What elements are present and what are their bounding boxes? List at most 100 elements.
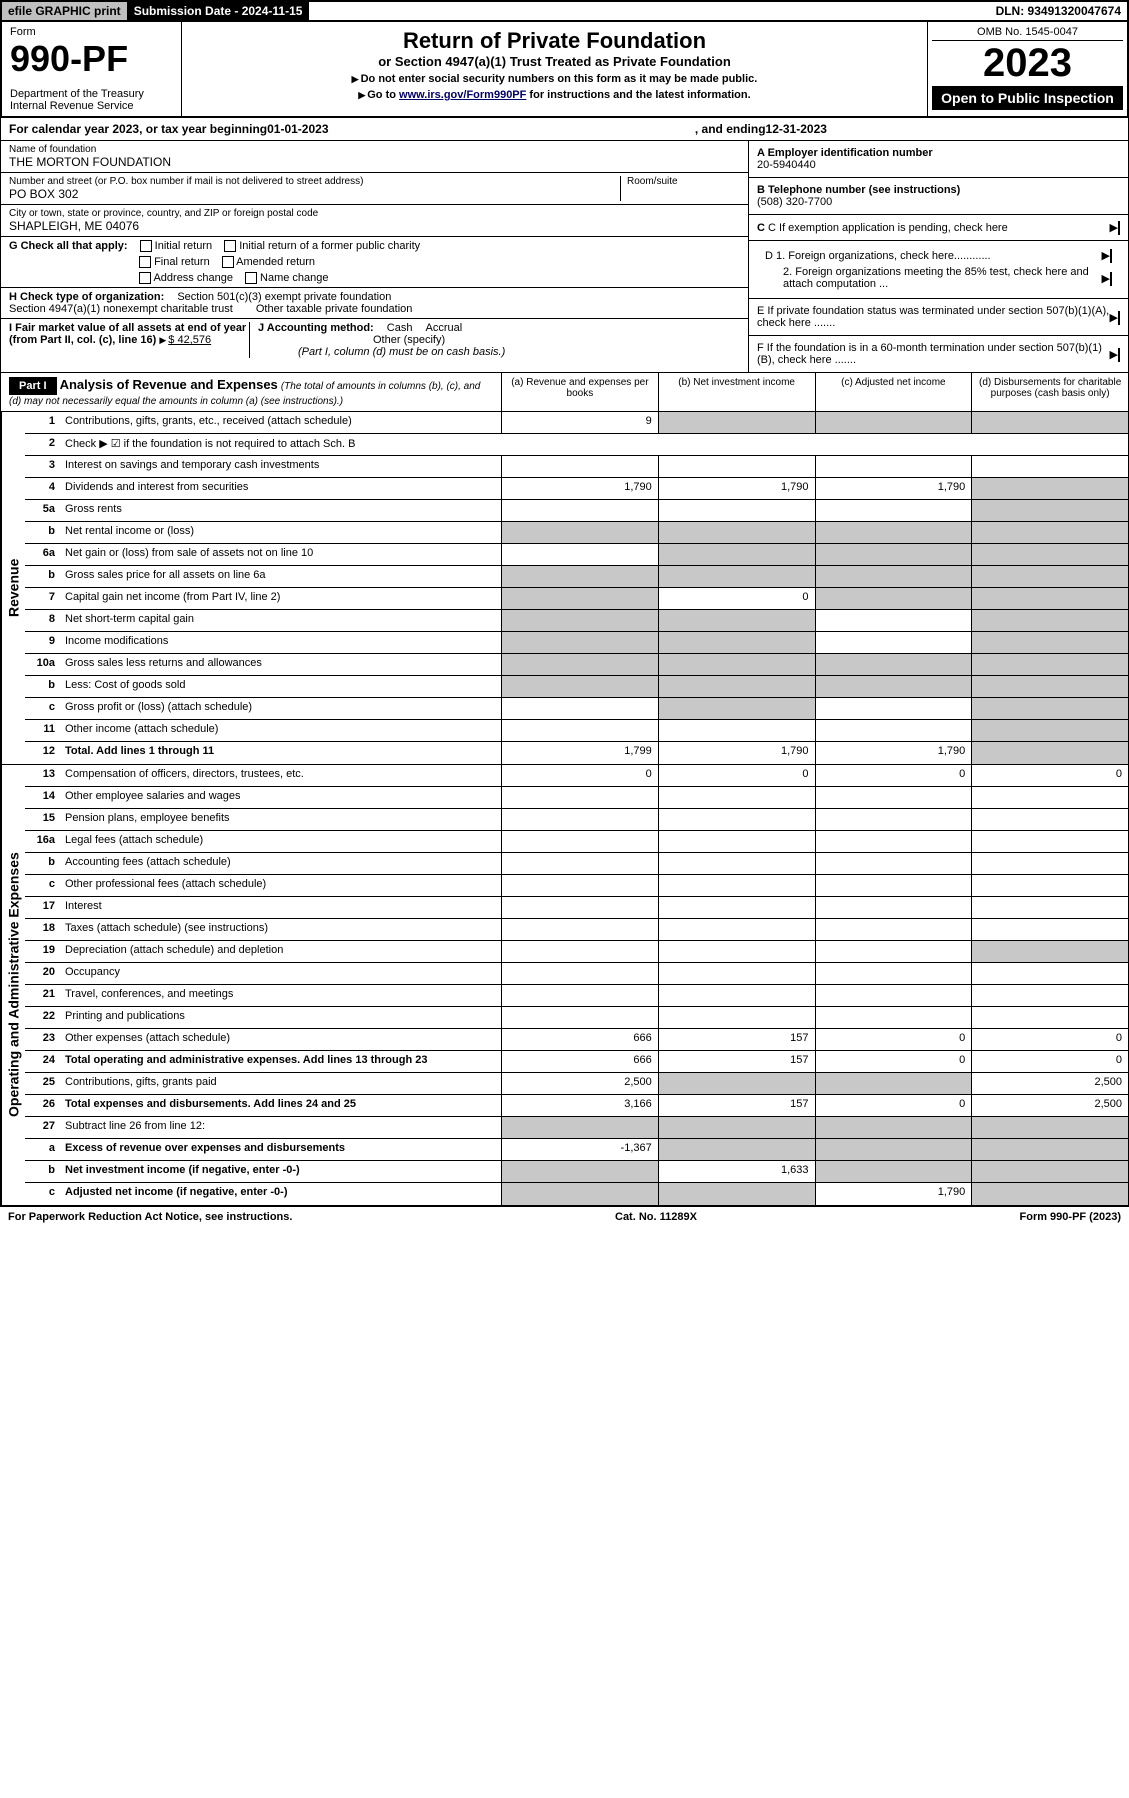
c-checkbox[interactable] [1118,221,1120,235]
cell [815,1161,972,1182]
e-checkbox[interactable] [1118,311,1120,325]
cell [815,1139,972,1160]
cell: 0 [971,1029,1128,1050]
j-accrual: Accrual [426,322,463,334]
cell: 0 [658,588,815,609]
phone: (508) 320-7700 [757,196,832,208]
topbar: efile GRAPHIC print Submission Date - 20… [0,0,1129,22]
table-row: 17Interest [25,897,1128,919]
d2-checkbox[interactable] [1110,272,1112,286]
cell [658,698,815,719]
cell [501,809,658,830]
cell: 0 [815,1095,972,1116]
cell [501,610,658,631]
cell [815,698,972,719]
cell [501,632,658,653]
table-row: 22Printing and publications [25,1007,1128,1029]
table-row: 18Taxes (attach schedule) (see instructi… [25,919,1128,941]
cell [501,1007,658,1028]
col-b: (b) Net investment income [658,373,815,411]
d1-label: D 1. Foreign organizations, check here..… [765,250,991,262]
cell: 666 [501,1051,658,1072]
j-label: J Accounting method: [258,322,374,334]
table-row: 20Occupancy [25,963,1128,985]
cell [971,985,1128,1006]
table-row: bNet rental income or (loss) [25,522,1128,544]
cell [658,610,815,631]
cell [501,522,658,543]
initial-return-checkbox[interactable] [140,240,152,252]
part1-bar: Part I [9,377,57,395]
col-a: (a) Revenue and expenses per books [501,373,658,411]
cell: 2,500 [501,1073,658,1094]
d1-checkbox[interactable] [1110,249,1112,263]
table-row: 21Travel, conferences, and meetings [25,985,1128,1007]
cell [815,941,972,962]
cell [658,1117,815,1138]
final-return-checkbox[interactable] [139,256,151,268]
cell: 1,790 [658,478,815,499]
table-row: bGross sales price for all assets on lin… [25,566,1128,588]
g-opt-5: Name change [260,272,329,284]
table-row: 26Total expenses and disbursements. Add … [25,1095,1128,1117]
amended-checkbox[interactable] [222,256,234,268]
cell [501,456,658,477]
table-row: 11Other income (attach schedule) [25,720,1128,742]
initial-former-checkbox[interactable] [224,240,236,252]
cell [658,544,815,565]
cell [971,1161,1128,1182]
table-row: cOther professional fees (attach schedul… [25,875,1128,897]
address-change-checkbox[interactable] [139,272,151,284]
table-row: 4Dividends and interest from securities1… [25,478,1128,500]
cell [815,522,972,543]
cell: 157 [658,1029,815,1050]
cell [971,566,1128,587]
table-row: cAdjusted net income (if negative, enter… [25,1183,1128,1205]
cell [501,588,658,609]
name-change-checkbox[interactable] [245,272,257,284]
cell [971,941,1128,962]
cell: 0 [815,765,972,786]
cell [815,985,972,1006]
cell [971,412,1128,433]
cell [815,412,972,433]
table-row: 9Income modifications [25,632,1128,654]
cal-begin: 01-01-2023 [267,122,328,136]
cell [501,941,658,962]
cell [971,1139,1128,1160]
open-public: Open to Public Inspection [932,86,1123,110]
cell [971,1117,1128,1138]
f-checkbox[interactable] [1118,348,1120,362]
cell [815,654,972,675]
cell [971,698,1128,719]
g-opt-1: Initial return of a former public charit… [239,240,420,252]
form-title: Return of Private Foundation [188,28,921,54]
cell [971,500,1128,521]
cell [658,831,815,852]
cell [658,853,815,874]
inst-link[interactable]: www.irs.gov/Form990PF [399,89,526,101]
cell [501,1161,658,1182]
addr: PO BOX 302 [9,187,620,201]
cell [501,853,658,874]
h-label: H Check type of organization: [9,291,164,303]
cell [658,566,815,587]
cell [501,1183,658,1205]
cell [815,1007,972,1028]
cell [815,897,972,918]
part1-header: Part I Analysis of Revenue and Expenses … [0,373,1129,412]
cell [501,1117,658,1138]
table-row: 19Depreciation (attach schedule) and dep… [25,941,1128,963]
cell [971,809,1128,830]
footer-left: For Paperwork Reduction Act Notice, see … [8,1211,292,1223]
cell [501,654,658,675]
cell [501,985,658,1006]
cell [658,1139,815,1160]
col-d: (d) Disbursements for charitable purpose… [971,373,1128,411]
table-row: 13Compensation of officers, directors, t… [25,765,1128,787]
cell: 1,790 [501,478,658,499]
cell [501,698,658,719]
cell [501,544,658,565]
expense-sidelabel: Operating and Administrative Expenses [1,765,25,1205]
table-row: 1Contributions, gifts, grants, etc., rec… [25,412,1128,434]
